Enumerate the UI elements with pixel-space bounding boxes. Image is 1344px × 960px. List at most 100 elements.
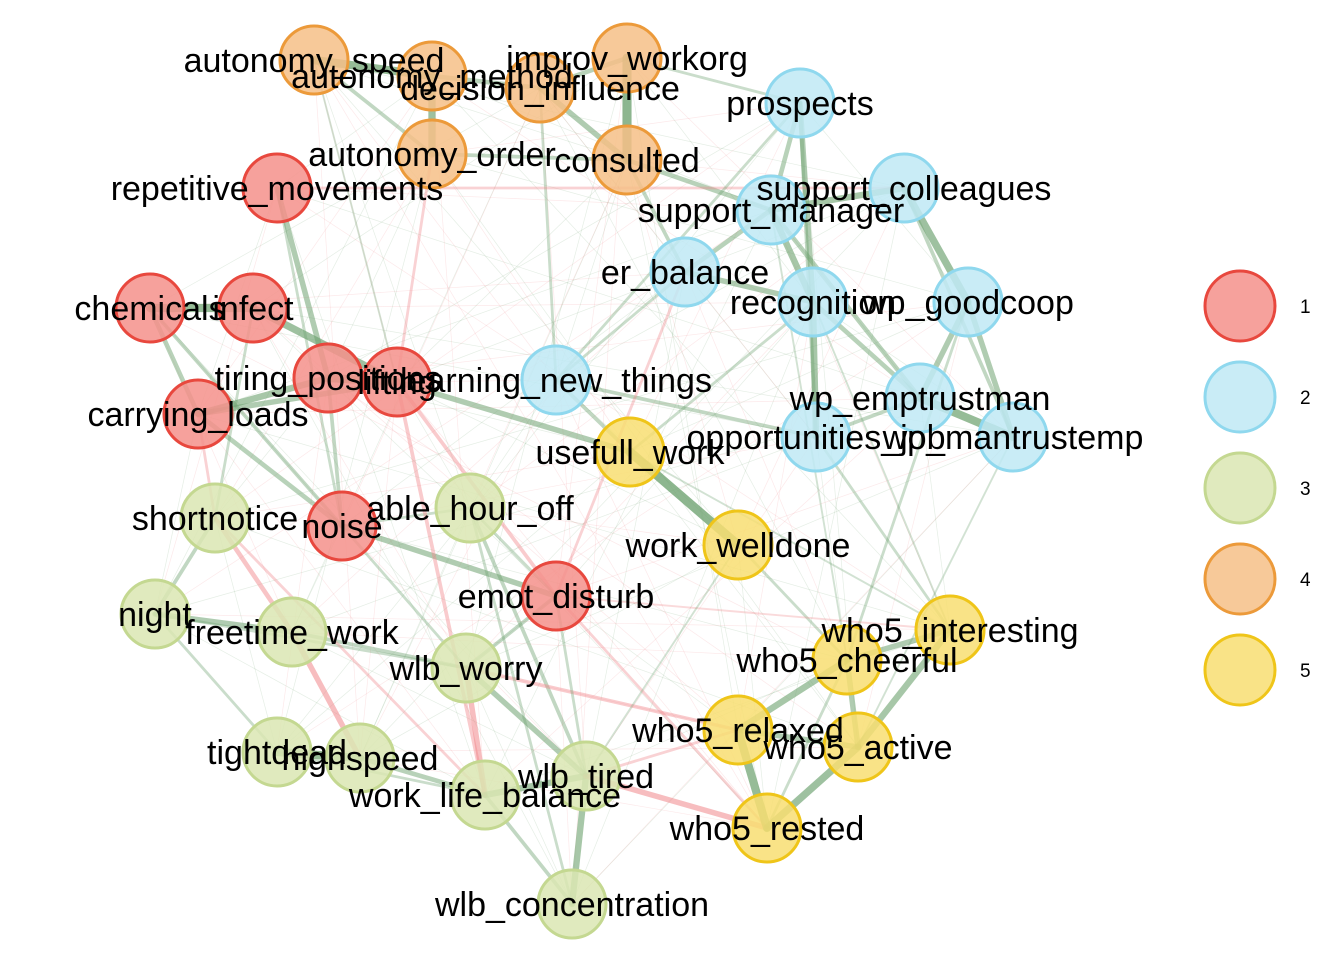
weak-edge xyxy=(396,159,628,383)
weak-edge xyxy=(626,159,905,189)
legend-label-3: 3 xyxy=(1300,479,1311,500)
edge-autonomy_speed-lifting xyxy=(313,59,398,383)
node-label-er_balance: er_balance xyxy=(601,254,769,292)
node-label-usefull_work: usefull_work xyxy=(536,434,726,472)
weak-edge xyxy=(555,159,628,381)
node-label-tiring_positions: tiring_positions xyxy=(215,360,442,398)
legend-label-5: 5 xyxy=(1300,661,1311,682)
weak-edge xyxy=(626,57,814,303)
node-noise xyxy=(306,490,378,562)
node-support_manager xyxy=(735,174,807,246)
legend-swatch-1 xyxy=(1203,269,1277,343)
edge-autonomy_order-lifting xyxy=(395,152,434,384)
node-who5_interesting xyxy=(914,594,986,666)
weak-edge xyxy=(431,153,969,303)
weak-edge xyxy=(555,436,1014,597)
weak-edge xyxy=(149,307,293,633)
weak-edge xyxy=(571,301,814,905)
legend-swatch-5 xyxy=(1203,633,1277,707)
node-label-carrying_loads: carrying_loads xyxy=(87,396,308,434)
weak-edge xyxy=(252,301,814,309)
node-who5_rested xyxy=(731,792,803,864)
node-label-wp_mantrustemp: wp_mantrustemp xyxy=(882,419,1144,457)
weak-edge xyxy=(396,381,739,546)
node-label-lifting: lifting xyxy=(357,364,436,402)
weak-edge xyxy=(276,301,969,753)
node-autonomy_speed xyxy=(278,24,350,96)
weak-edge xyxy=(484,209,772,796)
node-infect xyxy=(217,272,289,344)
weak-edge xyxy=(149,307,343,527)
node-label-tightdead: tightdead xyxy=(207,734,347,772)
legend-swatch-4 xyxy=(1203,542,1277,616)
node-work_welldone xyxy=(702,509,774,581)
weak-edge xyxy=(555,301,814,597)
edge-lifting-work_life_balance xyxy=(395,380,487,797)
node-wlb_tired xyxy=(550,740,622,812)
node-carrying_loads xyxy=(162,378,234,450)
node-label-decision_influence: decision_influence xyxy=(400,70,680,108)
edge-opportunities_job-who5_interesting xyxy=(814,435,952,632)
edge-emot_disturb-who5_interesting xyxy=(555,595,951,631)
weak-edge xyxy=(359,159,628,759)
weak-edge xyxy=(341,525,848,661)
legend-label-2: 2 xyxy=(1300,388,1311,409)
weak-edge xyxy=(197,413,486,796)
weak-edge xyxy=(919,397,951,631)
node-shortnotice xyxy=(179,482,251,554)
node-label-who5_interesting: who5_interesting xyxy=(820,612,1078,650)
node-autonomy_method xyxy=(396,40,468,112)
node-wp_goodcoop xyxy=(932,266,1004,338)
edge-shortnotice-work_life_balance xyxy=(213,516,487,797)
node-label-learning_new_things: learning_new_things xyxy=(400,362,712,400)
node-prospects xyxy=(764,67,836,139)
edge-usefull_work-who5_interesting xyxy=(629,451,951,631)
weak-edge xyxy=(396,187,905,383)
weak-edge xyxy=(291,631,587,777)
node-work_life_balance xyxy=(449,759,521,831)
weak-edge xyxy=(571,729,739,905)
legend: 1 2 3 4 5 xyxy=(1203,269,1311,707)
node-label-who5_relaxed: who5_relaxed xyxy=(631,712,844,750)
weak-edge xyxy=(214,102,801,519)
node-label-wlb_tired: wlb_tired xyxy=(517,758,654,796)
node-label-wp_goodcoop: wp_goodcoop xyxy=(861,284,1074,322)
weak-edge xyxy=(815,436,848,661)
weak-edge xyxy=(539,87,848,661)
weak-edge xyxy=(276,377,329,753)
edge-wlb_worry-who5_relaxed xyxy=(464,666,740,732)
weak-edge xyxy=(737,436,1014,731)
node-label-infect: infect xyxy=(212,290,294,328)
weak-edge xyxy=(327,301,969,379)
edge-learning_new_things-opportunities_job xyxy=(554,378,818,439)
edge-emot_disturb-who5_rested xyxy=(554,594,769,830)
edge-able_hour_off-wlb_tired xyxy=(468,506,588,778)
node-freetime_work xyxy=(256,596,328,668)
weak-edge xyxy=(214,301,969,519)
weak-edge xyxy=(291,631,848,661)
weak-edge xyxy=(313,59,739,546)
node-emot_disturb xyxy=(520,560,592,632)
weak-edge xyxy=(431,153,631,453)
node-support_colleagues xyxy=(868,152,940,224)
node-learning_new_things xyxy=(520,344,592,416)
weak-edge xyxy=(737,544,768,829)
node-label-work_life_balance: work_life_balance xyxy=(348,777,621,815)
weak-edge xyxy=(252,307,467,669)
edge-able_hour_off-wlb_concentration xyxy=(468,506,574,906)
weak-edge xyxy=(469,507,739,546)
weak-edge xyxy=(626,57,1014,438)
node-recognition xyxy=(777,266,849,338)
weak-edge xyxy=(359,507,471,759)
node-label-work_welldone: work_welldone xyxy=(625,527,851,565)
weak-edge xyxy=(737,301,814,731)
edge-decision_influence-learning_new_things xyxy=(538,86,558,382)
weak-edge xyxy=(313,59,628,161)
node-tightdead xyxy=(241,716,313,788)
weak-edge xyxy=(214,153,433,519)
node-wlb_worry xyxy=(430,632,502,704)
node-label-who5_cheerful: who5_cheerful xyxy=(735,642,957,680)
node-improv_workorg xyxy=(591,22,663,94)
node-label-who5_rested: who5_rested xyxy=(669,810,865,848)
legend-swatch-2 xyxy=(1203,360,1277,434)
